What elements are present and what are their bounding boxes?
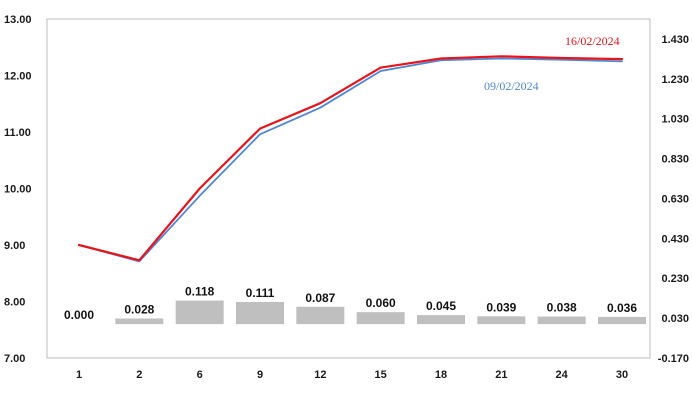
left-axis-tick-label: 8.00 [4, 297, 25, 309]
left-axis-tick-label: 13.00 [4, 14, 32, 26]
bar [598, 316, 646, 325]
x-axis-tick-label: 6 [197, 369, 203, 381]
bar [175, 300, 224, 325]
bar-value-label: 0.111 [246, 286, 275, 300]
right-axis-tick-label: -0.170 [658, 353, 689, 365]
x-axis-tick-label: 18 [435, 369, 447, 381]
left-axis-tick-label: 11.00 [4, 127, 31, 139]
x-axis-tick-label: 12 [314, 369, 326, 381]
x-axis-tick-label: 30 [616, 369, 628, 381]
bar [296, 306, 345, 325]
right-axis-tick-label: 1.230 [661, 74, 689, 86]
bar [236, 301, 284, 325]
series-line [78, 57, 623, 263]
right-axis-tick-label: 0.030 [661, 313, 689, 325]
bar [115, 318, 164, 325]
bar-value-label: 0.028 [124, 303, 154, 317]
bar-value-label: 0.118 [185, 285, 215, 299]
legend-entry: 09/02/2024 [484, 79, 539, 93]
x-axis-tick-label: 9 [257, 369, 263, 381]
right-axis-tick-label: 1.030 [661, 114, 689, 126]
right-axis-tick-label: 0.630 [661, 193, 689, 205]
bar-value-label: 0.038 [547, 301, 577, 315]
bar-value-label: 0.000 [64, 308, 94, 322]
bar-value-label: 0.036 [607, 301, 637, 315]
right-axis-tick-label: 0.230 [661, 273, 689, 285]
bar-value-label: 0.045 [426, 299, 456, 313]
plot-frame [46, 18, 651, 359]
bar-value-label: 0.060 [366, 296, 396, 310]
left-axis-tick-label: 10.00 [4, 184, 32, 196]
bar [477, 316, 526, 325]
bar [356, 312, 405, 325]
left-axis-tick-label: 9.00 [4, 240, 25, 252]
x-axis-tick-label: 15 [375, 369, 387, 381]
x-axis-tick-label: 21 [495, 369, 507, 381]
bar [537, 316, 586, 325]
x-axis-tick-label: 1 [76, 369, 82, 381]
right-axis-tick-label: 0.430 [661, 233, 689, 245]
left-axis-tick-label: 7.00 [4, 353, 25, 365]
legend-entry: 16/02/2024 [565, 34, 620, 48]
left-axis-tick-label: 12.00 [4, 71, 32, 83]
bar-value-label: 0.087 [305, 291, 335, 305]
bar-value-label: 0.039 [486, 300, 516, 314]
right-axis-tick-label: 1.430 [661, 34, 689, 46]
x-axis-tick-label: 2 [136, 369, 142, 381]
right-axis-tick-label: 0.830 [661, 154, 689, 166]
x-axis-tick-label: 24 [556, 369, 569, 381]
series-line [77, 55, 624, 262]
bar [417, 315, 465, 325]
